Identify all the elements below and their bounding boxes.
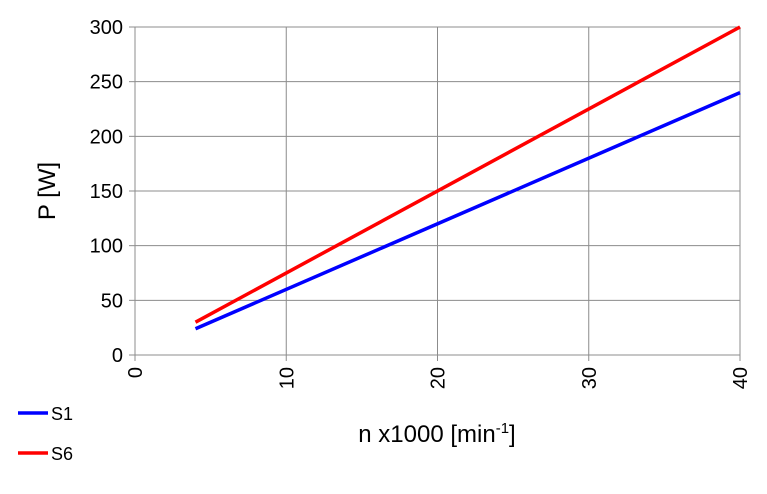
legend-label: S1 [51,404,73,424]
series-line [194,25,741,324]
x-axis-label-sup: -1 [496,420,509,437]
x-axis-label-main: n x1000 [min [358,421,495,448]
y-tick-label: 150 [90,181,123,203]
x-tick-label: 20 [428,367,450,389]
y-tick-label: 50 [101,290,123,312]
y-axis-label: P [W] [34,162,61,220]
y-tick-label: 300 [90,17,123,39]
x-tick-label: 0 [125,367,147,378]
legend-label: S6 [51,444,73,464]
x-tick-label: 30 [579,367,601,389]
series-line [194,90,741,331]
x-tick-label: 10 [276,367,298,389]
x-tick-label: 40 [730,367,752,389]
x-axis-label: n x1000 [min-1] [358,420,515,448]
y-tick-label: 0 [112,345,123,367]
x-axis-label-end: ] [509,421,516,448]
y-tick-label: 200 [90,126,123,148]
y-tick-label: 250 [90,72,123,94]
y-tick-label: 100 [90,236,123,258]
